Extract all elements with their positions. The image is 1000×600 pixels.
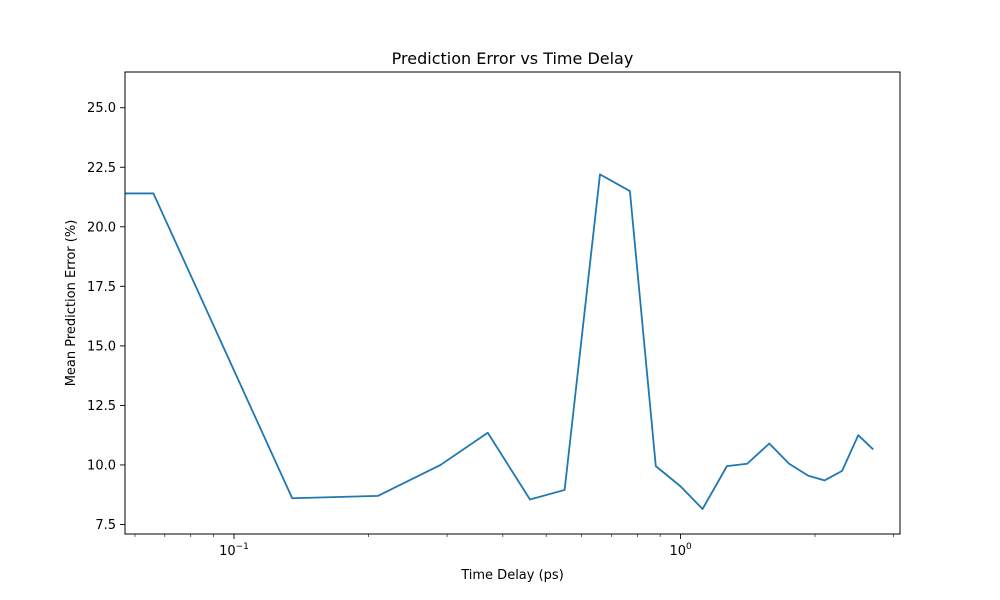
y-tick-label: 17.5 [87,280,116,295]
x-tick-label: 10−1 [219,542,249,559]
y-tick-label: 15.0 [87,339,116,354]
series-layer [125,173,874,510]
y-tick-label: 20.0 [87,220,116,235]
y-tick-label: 12.5 [87,399,116,414]
y-tick-label: 22.5 [87,161,116,176]
y-axis-label: Mean Prediction Error (%) [64,220,79,387]
y-axis-ticks: 7.5 10.0 12.5 15.0 17.5 20.0 22.5 25.0 [87,101,125,533]
x-axis-label: Time Delay (ps) [460,568,564,583]
x-axis-ticks: 10−1 100 [134,534,894,559]
y-tick-label: 7.5 [95,518,116,533]
plot-area-frame [124,71,901,535]
x-tick-label: 100 [669,542,692,559]
series-line-0 [125,173,874,510]
chart-title: Prediction Error vs Time Delay [392,49,634,68]
y-tick-label: 25.0 [87,101,116,116]
y-tick-label: 10.0 [87,458,116,473]
